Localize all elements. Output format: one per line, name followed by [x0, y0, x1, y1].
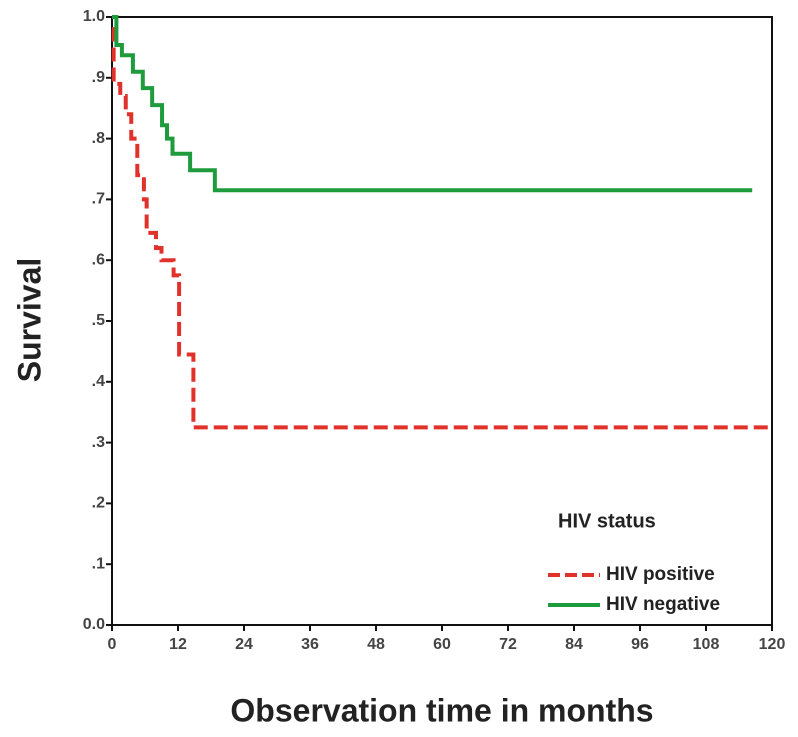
y-tick-label: .7: [92, 191, 105, 208]
x-tick-label: 96: [631, 636, 649, 653]
legend-label: HIV positive: [606, 564, 715, 585]
x-tick-label: 12: [169, 636, 187, 653]
x-tick-label: 120: [759, 636, 786, 653]
survival-line: [112, 15, 753, 193]
x-tick-label: 60: [433, 636, 451, 653]
legend-title: HIV status: [558, 510, 656, 532]
x-tick-label: 108: [693, 636, 720, 653]
y-tick-label: .8: [92, 130, 105, 147]
x-axis-title: Observation time in months: [230, 692, 653, 728]
x-tick-label: 84: [565, 636, 583, 653]
x-tick-label: 72: [499, 636, 517, 653]
x-tick-label: 48: [367, 636, 385, 653]
y-tick-label: .1: [92, 555, 105, 572]
x-tick-label: 24: [235, 636, 253, 653]
survival-line: [111, 27, 772, 430]
x-tick-label: 0: [108, 636, 117, 653]
plot-frame: [111, 16, 773, 626]
y-tick-label: .5: [92, 312, 105, 329]
y-tick-label: 1.0: [83, 8, 105, 25]
y-tick-label: .2: [92, 495, 105, 512]
y-tick-label: .6: [92, 251, 105, 268]
y-tick-label: .9: [92, 69, 105, 86]
x-tick-label: 36: [301, 636, 319, 653]
y-tick-label: .4: [92, 373, 105, 390]
y-axis-title: Survival: [11, 258, 47, 383]
y-tick-label: 0.0: [83, 616, 105, 633]
y-tick-label: .3: [92, 434, 105, 451]
legend-label: HIV negative: [606, 594, 720, 615]
